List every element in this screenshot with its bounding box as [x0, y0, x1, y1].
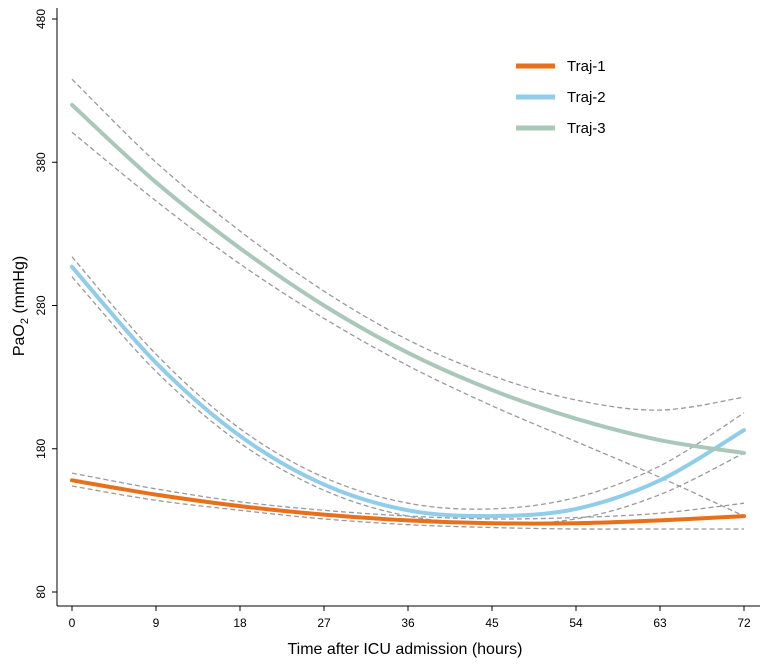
legend-label-traj-2: Traj-2: [567, 89, 606, 106]
x-tick-label-9: 9: [153, 616, 160, 630]
x-tick-label-27: 27: [317, 616, 331, 630]
traj-2-ci-lower: [71, 276, 745, 525]
confidence-bands: [71, 78, 745, 530]
y-tick-label-480: 480: [34, 9, 48, 29]
legend-label-traj-3: Traj-3: [567, 120, 606, 137]
y-axis-title-unit: (mmHg): [11, 256, 28, 318]
traj-1-ci-upper: [71, 472, 745, 520]
traj-2-ci-upper: [71, 256, 745, 510]
axes: 80 180 280 380 480 0 9 18 27 36 45 54 63 72: [34, 8, 760, 630]
traj-1-ci-lower: [71, 485, 744, 530]
legend: Traj-1 Traj-2 Traj-3: [516, 58, 606, 137]
x-tick-label-0: 0: [69, 616, 76, 630]
traj-3-line: [70, 102, 746, 455]
x-tick-label-18: 18: [233, 616, 247, 630]
x-tick-label-45: 45: [485, 616, 499, 630]
y-axis-title-main: PaO: [11, 324, 28, 356]
x-tick-label-63: 63: [653, 616, 667, 630]
legend-label-traj-1: Traj-1: [567, 58, 606, 75]
y-tick-label-380: 380: [34, 152, 48, 172]
y-axis-title-sub: 2: [19, 318, 31, 324]
trajectory-lines: [70, 102, 746, 526]
x-tick-label-72: 72: [737, 616, 751, 630]
y-tick-label-80: 80: [34, 585, 48, 599]
x-axis-title: Time after ICU admission (hours): [287, 641, 522, 658]
y-axis-title: PaO2 (mmHg): [11, 256, 31, 356]
x-tick-label-36: 36: [401, 616, 415, 630]
traj-2-line: [70, 264, 746, 519]
traj-1-line: [70, 478, 746, 526]
x-tick-label-54: 54: [569, 616, 583, 630]
traj-3-ci-upper: [71, 78, 745, 411]
y-tick-label-280: 280: [34, 295, 48, 315]
y-tick-label-180: 180: [34, 438, 48, 458]
traj-3-ci-lower: [71, 131, 745, 517]
